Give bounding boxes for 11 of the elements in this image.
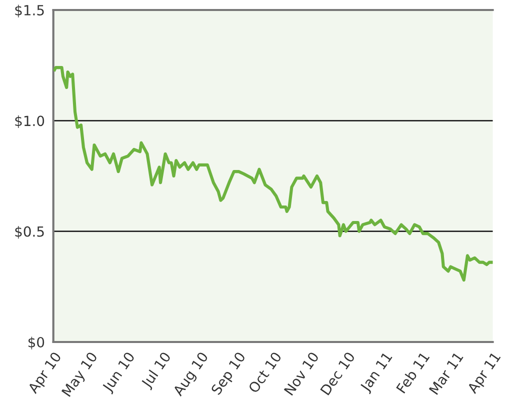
- y-tick-label: $0: [28, 336, 44, 350]
- x-tick-label: Oct 10: [248, 351, 282, 394]
- y-tick-label: $1.5: [15, 4, 44, 18]
- x-tick-label: Jan 11: [359, 352, 395, 394]
- y-tick-label: $1.0: [15, 115, 44, 128]
- line-series: [53, 66, 493, 282]
- x-tick-label: Feb 11: [396, 351, 430, 394]
- x-tick-label: Jun 10: [101, 351, 138, 394]
- x-tick-label: Jul 10: [140, 351, 174, 390]
- y-tick-label: $0.5: [15, 226, 44, 239]
- x-tick-label: Sep 10: [210, 351, 248, 397]
